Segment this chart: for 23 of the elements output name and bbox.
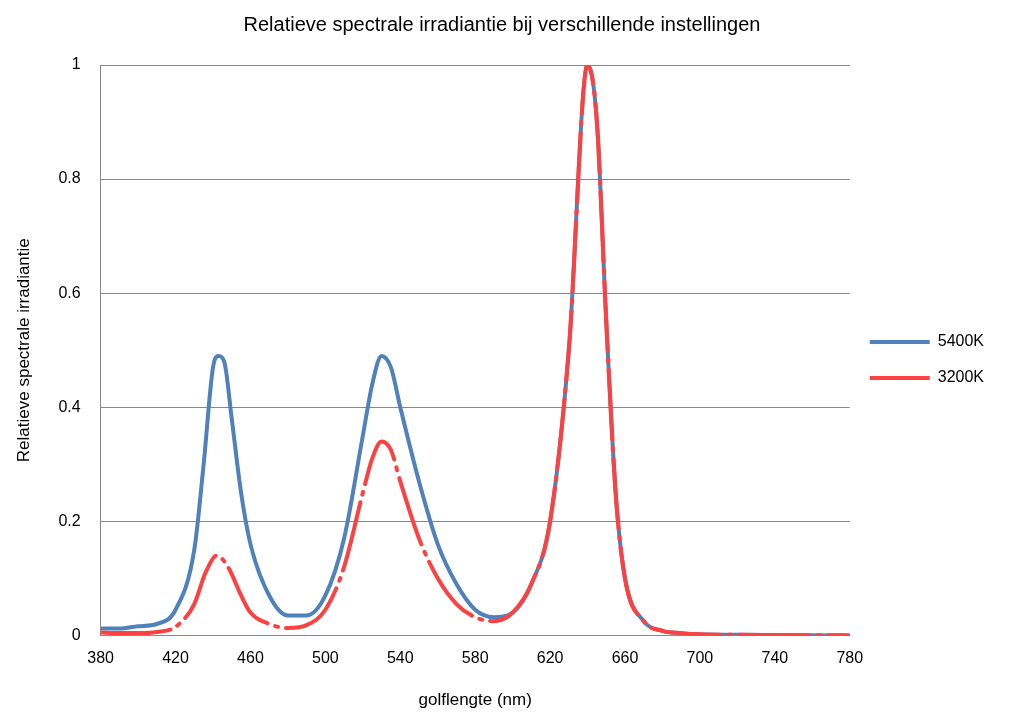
x-tick-label: 780 [836,649,864,667]
legend-label: 3200K [937,368,985,386]
y-tick-label: 0 [71,625,81,643]
x-tick-label: 740 [761,649,789,667]
line-series [100,65,850,636]
x-tick-label: 660 [611,649,639,667]
y-tick-label: 1 [71,55,81,73]
y-tick-label: 0.8 [58,169,81,187]
y-tick-label: 0.4 [58,397,81,415]
y-axis-title: Relatieve spectrale irradiantie [13,238,33,463]
x-axis-title: golflengte (nm) [418,690,532,710]
x-tick-label: 620 [536,649,564,667]
x-tick-label: 700 [686,649,714,667]
legend-label: 5400K [937,332,985,350]
x-tick-label: 540 [386,649,414,667]
x-tick-label: 420 [162,649,189,667]
y-tick-label: 0.2 [58,511,81,529]
x-tick-label: 380 [87,649,115,667]
chart-title: Relatieve spectrale irradiantie bij verschillende instellingen [243,12,761,35]
x-tick-label: 580 [461,649,489,667]
x-tick-label: 460 [237,649,264,667]
y-tick-label: 0.6 [58,283,81,301]
x-tick-label: 500 [312,649,339,667]
